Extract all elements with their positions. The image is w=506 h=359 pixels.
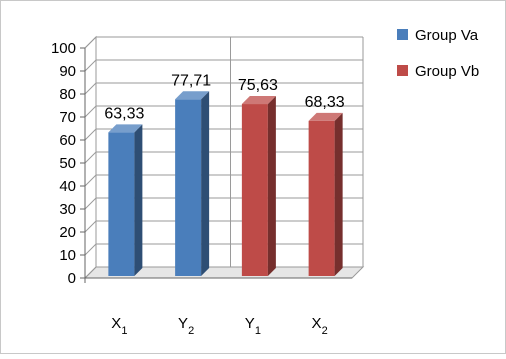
y-tick-label: 60	[59, 132, 76, 149]
x-tick-base: Y	[178, 315, 188, 332]
y-tick-label: 10	[59, 247, 76, 264]
data-label: 77,71	[171, 72, 211, 89]
data-label: 75,63	[238, 77, 278, 94]
y-tick-label: 30	[59, 201, 76, 218]
x-tick-base: Y	[245, 315, 255, 332]
bar	[242, 96, 276, 276]
legend-swatch	[397, 29, 408, 40]
x-tick-sub: 2	[322, 325, 328, 337]
data-label: 63,33	[104, 105, 144, 122]
bar-front	[175, 99, 201, 276]
y-tick-label: 100	[51, 40, 76, 57]
legend-swatch	[397, 65, 408, 76]
bar-front	[242, 104, 268, 276]
bar-front	[108, 132, 134, 276]
bar	[309, 113, 343, 276]
data-label: 68,33	[305, 94, 345, 111]
x-tick-sub: 1	[255, 325, 261, 337]
bar-front	[309, 121, 335, 276]
x-tick-base: X	[111, 315, 121, 332]
bar	[175, 91, 209, 276]
x-tick-sub: 2	[188, 325, 194, 337]
x-tick-sub: 1	[121, 325, 127, 337]
y-tick-label: 80	[59, 86, 76, 103]
bar-side	[268, 96, 276, 276]
y-tick-label: 90	[59, 63, 76, 80]
y-tick-label: 70	[59, 109, 76, 126]
y-tick-label: 50	[59, 155, 76, 172]
bar	[108, 124, 142, 276]
bar-side	[134, 124, 142, 276]
legend-label: Group Va	[415, 27, 479, 44]
y-tick-label: 0	[68, 270, 76, 287]
y-tick-label: 20	[59, 224, 76, 241]
x-tick-base: X	[312, 315, 322, 332]
y-tick-label: 40	[59, 178, 76, 195]
bar-side	[201, 91, 209, 276]
legend-label: Group Vb	[415, 63, 479, 80]
bar-side	[335, 113, 343, 276]
